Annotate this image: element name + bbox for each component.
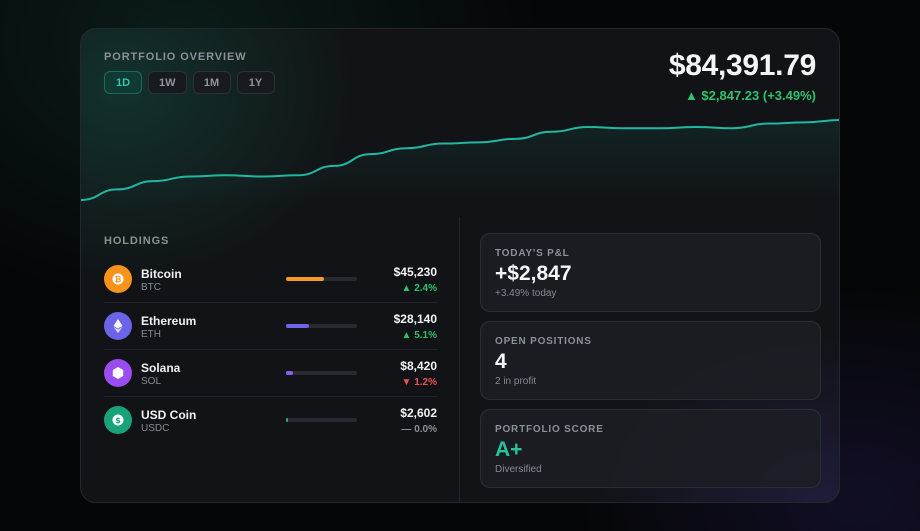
chart-series-line xyxy=(81,119,839,201)
allocation-bar xyxy=(286,324,357,328)
portfolio-line-chart xyxy=(81,119,839,204)
stat-card-pnl[interactable]: TODAY'S P&L +$2,847 +3.49% today xyxy=(480,233,821,312)
chart-area-fill xyxy=(81,120,839,204)
holding-row-ethereum[interactable]: Ethereum ETH $28,140 ▲ 5.1% xyxy=(104,303,437,350)
holdings-list: ₿ Bitcoin BTC $45,230 ▲ 2.4% Ethereum ET… xyxy=(104,256,437,444)
stat-subtext: +3.49% today xyxy=(495,288,557,299)
holding-ticker: BTC xyxy=(141,282,161,293)
holding-ticker: ETH xyxy=(141,329,161,340)
holding-ticker: SOL xyxy=(141,376,162,387)
holding-row-bitcoin[interactable]: ₿ Bitcoin BTC $45,230 ▲ 2.4% xyxy=(104,256,437,303)
allocation-bar-fill xyxy=(286,371,294,375)
holding-ticker: USDC xyxy=(141,423,170,434)
range-tab-1m[interactable]: 1M xyxy=(192,71,231,94)
holding-row-usd-coin[interactable]: $ USD Coin USDC $2,602 — 0.0% xyxy=(104,397,437,444)
portfolio-overview-label: PORTFOLIO OVERVIEW xyxy=(104,51,247,63)
holding-change: — 0.0% xyxy=(401,424,437,435)
range-tab-1w[interactable]: 1W xyxy=(148,71,187,94)
svg-text:₿: ₿ xyxy=(115,275,122,284)
stat-subtext: 2 in profit xyxy=(495,376,537,387)
holding-value: $2,602 xyxy=(400,406,437,420)
stat-value: +$2,847 xyxy=(495,262,572,285)
allocation-bar xyxy=(286,277,357,281)
stat-value: A+ xyxy=(495,438,523,461)
time-range-tabs: 1D 1W 1M 1Y xyxy=(104,71,275,94)
allocation-bar-fill xyxy=(286,418,289,422)
bitcoin-icon: ₿ xyxy=(104,265,132,293)
portfolio-card: PORTFOLIO OVERVIEW 1D 1W 1M 1Y $84,391.7… xyxy=(80,28,840,503)
holding-name: Ethereum xyxy=(141,314,197,328)
stat-card-portfolio-score[interactable]: PORTFOLIO SCORE A+ Diversified xyxy=(480,409,821,488)
ethereum-icon xyxy=(104,312,132,340)
holding-name: Solana xyxy=(141,361,181,375)
stat-label: OPEN POSITIONS xyxy=(495,336,592,347)
holdings-label: HOLDINGS xyxy=(104,235,170,247)
allocation-bar xyxy=(286,371,357,375)
holding-value: $8,420 xyxy=(400,359,437,373)
holding-change: ▲ 5.1% xyxy=(401,330,437,341)
solana-icon xyxy=(104,359,132,387)
range-tab-1y[interactable]: 1Y xyxy=(236,71,275,94)
holding-row-solana[interactable]: Solana SOL $8,420 ▼ 1.2% xyxy=(104,350,437,397)
allocation-bar-fill xyxy=(286,277,325,281)
total-portfolio-change: ▲ $2,847.23 (+3.49%) xyxy=(684,88,816,103)
allocation-bar xyxy=(286,418,357,422)
stat-label: TODAY'S P&L xyxy=(495,248,570,259)
holding-name: Bitcoin xyxy=(141,267,182,281)
range-tab-1d[interactable]: 1D xyxy=(104,71,142,94)
holding-value: $28,140 xyxy=(393,312,437,326)
svg-text:$: $ xyxy=(115,416,121,425)
total-portfolio-value: $84,391.79 xyxy=(668,49,816,82)
stat-label: PORTFOLIO SCORE xyxy=(495,424,604,435)
holding-value: $45,230 xyxy=(393,265,437,279)
usd-coin-icon: $ xyxy=(104,406,132,434)
holding-name: USD Coin xyxy=(141,408,197,422)
stat-subtext: Diversified xyxy=(495,464,542,475)
section-divider xyxy=(459,217,460,502)
holding-change: ▼ 1.2% xyxy=(401,377,437,388)
stats-panel: TODAY'S P&L +$2,847 +3.49% today OPEN PO… xyxy=(480,233,821,497)
holding-change: ▲ 2.4% xyxy=(401,283,437,294)
stat-value: 4 xyxy=(495,350,507,373)
stat-card-open-positions[interactable]: OPEN POSITIONS 4 2 in profit xyxy=(480,321,821,400)
allocation-bar-fill xyxy=(286,324,310,328)
